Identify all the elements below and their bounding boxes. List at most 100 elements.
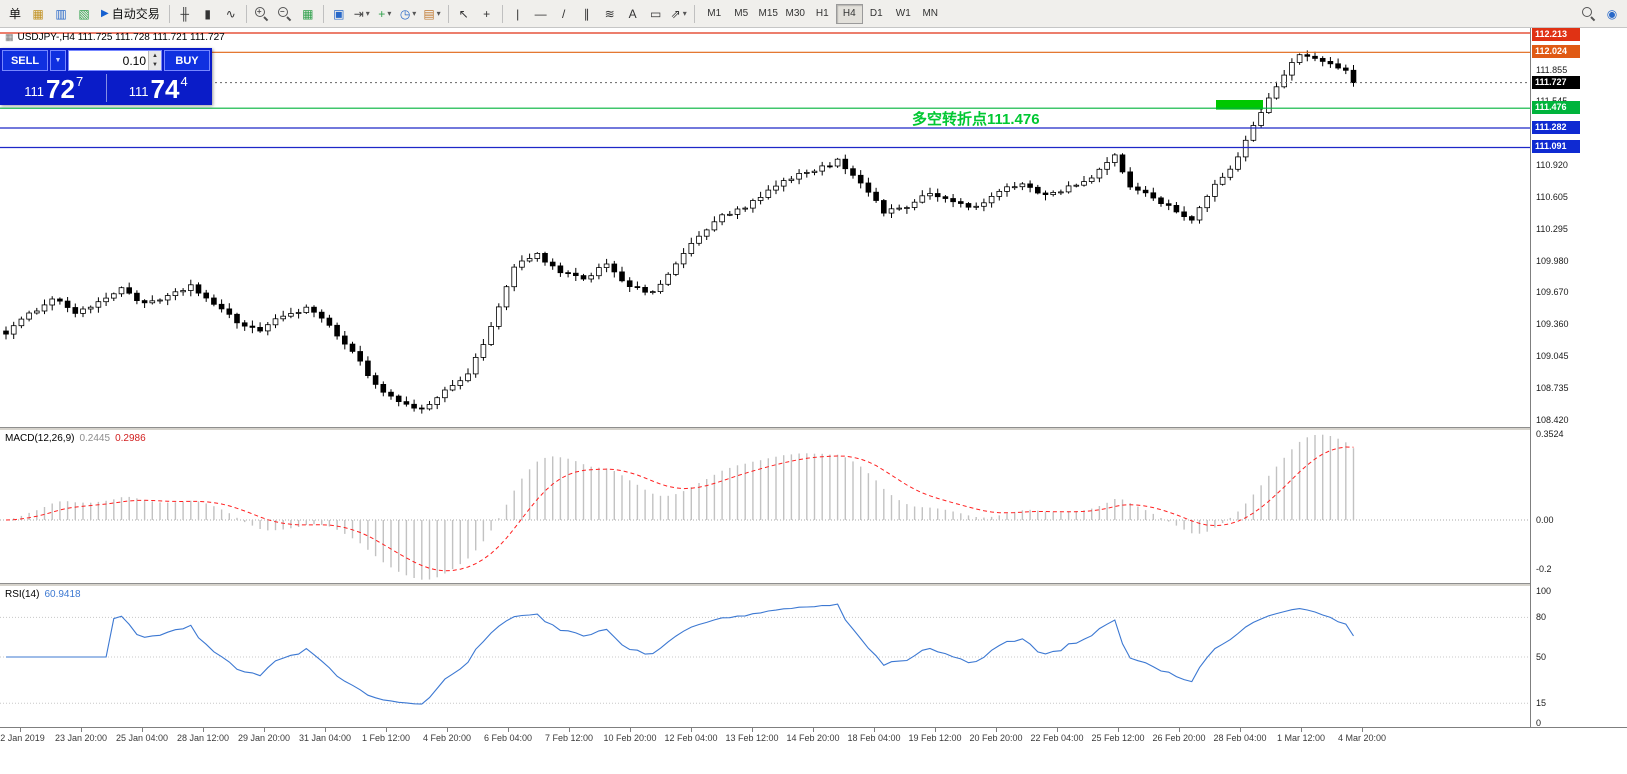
price-scale-label: 109.980 xyxy=(1536,256,1569,266)
macd-scale-label: 0.3524 xyxy=(1536,429,1564,439)
price-scale-label: 109.045 xyxy=(1536,351,1569,361)
timeframe-w1-button[interactable]: W1 xyxy=(890,4,917,24)
auto-arrange-button[interactable]: ▣ xyxy=(328,3,350,25)
time-axis[interactable]: 22 Jan 2019 23 Jan 20:00 25 Jan 04:00 28 Ja… xyxy=(0,727,1627,774)
chart-shift-button[interactable]: ⇥ ▾ xyxy=(351,3,373,25)
rsi-scale-label: 15 xyxy=(1536,698,1547,708)
magnifier-icon: + xyxy=(254,6,269,21)
volume-dropdown-button[interactable]: ▼ xyxy=(50,50,66,71)
text-button[interactable]: A xyxy=(622,3,644,25)
zoom-out-button[interactable]: − xyxy=(274,3,296,25)
price-scale-label: 110.295 xyxy=(1536,224,1568,234)
fibonacci-icon: ≋ xyxy=(604,6,615,21)
time-label: 28 Feb 04:00 xyxy=(1213,733,1267,743)
arrow-tools-icon: ⇗ xyxy=(670,6,681,21)
new-order-button[interactable]: 单 xyxy=(4,3,26,25)
periods-button[interactable]: ◷ ▾ xyxy=(397,3,420,25)
autotrading-button[interactable]: ▶ 自动交易 xyxy=(96,3,165,25)
price-scale-label: 109.670 xyxy=(1536,287,1569,297)
text-icon: A xyxy=(628,6,637,21)
time-axis-tick xyxy=(935,728,936,732)
time-axis-tick xyxy=(386,728,387,732)
line-chart-button[interactable]: ∿ xyxy=(220,3,242,25)
toolbar-separator xyxy=(693,4,695,23)
equidistant-channel-icon: ∥ xyxy=(583,6,590,21)
timeframe-h4-button[interactable]: H4 xyxy=(835,3,863,24)
symbol-ohlc-text: USDJPY-,H4 111.725 111.728 111.721 111.7… xyxy=(17,32,225,43)
price-scale[interactable]: 111.855111.545110.920110.605110.295109.9… xyxy=(1530,28,1627,727)
timeframe-m5-button[interactable]: M5 xyxy=(728,4,755,24)
community-icon: ◉ xyxy=(1606,6,1618,21)
market-watch-icon: ▥ xyxy=(55,6,67,21)
indicators-button[interactable]: + ▾ xyxy=(374,3,396,25)
tile-windows-icon: ▦ xyxy=(302,6,314,21)
price-chart-canvas[interactable] xyxy=(0,28,1530,427)
volume-increase-button[interactable]: ▲ xyxy=(149,51,161,61)
market-watch-button[interactable]: ▥ xyxy=(50,3,72,25)
rsi-label: RSI(14) 60.9418 xyxy=(5,589,81,600)
time-label: 22 Feb 04:00 xyxy=(1030,733,1084,743)
bid-price-display[interactable]: 111 72 7 xyxy=(24,74,84,104)
crosshair-button[interactable]: + xyxy=(476,3,498,25)
price-tag: 112.213 xyxy=(1532,28,1580,41)
text-label-button[interactable]: ▭ xyxy=(645,3,667,25)
timeframe-group: M1 M5 M15 M30 H1 H4 D1 W1 MN xyxy=(701,3,944,24)
trendline-button[interactable]: / xyxy=(553,3,575,25)
toolbar-separator xyxy=(168,4,170,23)
price-tag: 112.024 xyxy=(1532,45,1580,58)
chevron-down-icon: ▼ xyxy=(54,57,62,64)
dropdown-arrow-icon: ▾ xyxy=(682,9,687,18)
price-chart-panel[interactable]: ▦ USDJPY-,H4 111.725 111.728 111.721 111… xyxy=(0,28,1530,427)
chart-workspace: ▦ USDJPY-,H4 111.725 111.728 111.721 111… xyxy=(0,28,1627,774)
time-label: 19 Feb 12:00 xyxy=(908,733,962,743)
equidistant-channel-button[interactable]: ∥ xyxy=(576,3,598,25)
autotrading-label: 自动交易 xyxy=(111,7,160,21)
dropdown-arrow-icon: ▾ xyxy=(387,9,392,18)
dropdown-arrow-icon: ▾ xyxy=(365,9,370,18)
cursor-button[interactable]: ↖ xyxy=(453,3,475,25)
price-scale-label: 108.420 xyxy=(1536,415,1569,425)
time-label: 26 Feb 20:00 xyxy=(1152,733,1206,743)
volume-input[interactable] xyxy=(69,51,148,70)
charts-icon-button[interactable]: ▦ xyxy=(27,3,49,25)
volume-decrease-button[interactable]: ▼ xyxy=(149,60,161,70)
zoom-in-button[interactable]: + xyxy=(251,3,273,25)
search-button[interactable] xyxy=(1578,3,1600,25)
price-scale-label: 108.735 xyxy=(1536,383,1569,393)
arrow-tools-button[interactable]: ⇗ ▾ xyxy=(668,3,690,25)
ask-price-display[interactable]: 111 74 4 xyxy=(128,74,188,104)
candlestick-icon: ▮ xyxy=(204,6,212,21)
timeframe-d1-button[interactable]: D1 xyxy=(863,4,890,24)
time-axis-tick xyxy=(1118,728,1119,732)
fibonacci-button[interactable]: ≋ xyxy=(599,3,621,25)
ohlc-bars-button[interactable]: ╫ xyxy=(174,3,196,25)
timeframe-m30-button[interactable]: M30 xyxy=(782,4,809,24)
vertical-line-button[interactable]: | xyxy=(507,3,529,25)
tile-windows-button[interactable]: ▦ xyxy=(297,3,319,25)
time-label: 4 Feb 20:00 xyxy=(422,733,472,743)
horizontal-line-button[interactable]: — xyxy=(530,3,552,25)
navigator-button[interactable]: ▧ xyxy=(73,3,95,25)
panel-splitter[interactable] xyxy=(0,427,1627,430)
candlestick-button[interactable]: ▮ xyxy=(197,3,219,25)
macd-panel[interactable]: MACD(12,26,9) 0.2445 0.2986 xyxy=(0,430,1530,583)
panel-splitter[interactable] xyxy=(0,583,1627,586)
timeframe-h1-button[interactable]: H1 xyxy=(809,4,836,24)
timeframe-m1-button[interactable]: M1 xyxy=(701,4,728,24)
price-scale-label: 110.920 xyxy=(1536,160,1568,170)
community-button[interactable]: ◉ xyxy=(1601,3,1623,25)
time-label: 4 Mar 20:00 xyxy=(1337,733,1387,743)
timeframe-m15-button[interactable]: M15 xyxy=(755,4,782,24)
time-axis-tick xyxy=(813,728,814,732)
rsi-panel[interactable]: RSI(14) 60.9418 xyxy=(0,586,1530,727)
templates-button[interactable]: ▤ ▾ xyxy=(420,3,443,25)
time-axis-tick xyxy=(1362,728,1363,732)
time-label: 20 Feb 20:00 xyxy=(969,733,1023,743)
sell-button[interactable]: SELL xyxy=(2,50,48,71)
charts-icon-icon: ▦ xyxy=(32,6,44,21)
buy-button[interactable]: BUY xyxy=(164,50,210,71)
periods-icon: ◷ xyxy=(399,6,411,21)
timeframe-mn-button[interactable]: MN xyxy=(917,4,944,24)
